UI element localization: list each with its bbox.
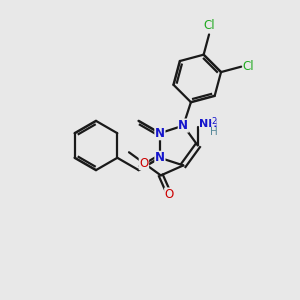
- Text: 2: 2: [211, 116, 217, 125]
- Text: N: N: [155, 151, 165, 164]
- Text: Cl: Cl: [243, 60, 254, 73]
- Text: H: H: [210, 128, 218, 137]
- Text: N: N: [155, 127, 165, 140]
- Text: NH: NH: [199, 119, 218, 129]
- Text: Cl: Cl: [203, 19, 215, 32]
- Text: N: N: [178, 119, 188, 132]
- Text: O: O: [139, 157, 148, 169]
- Text: O: O: [165, 188, 174, 201]
